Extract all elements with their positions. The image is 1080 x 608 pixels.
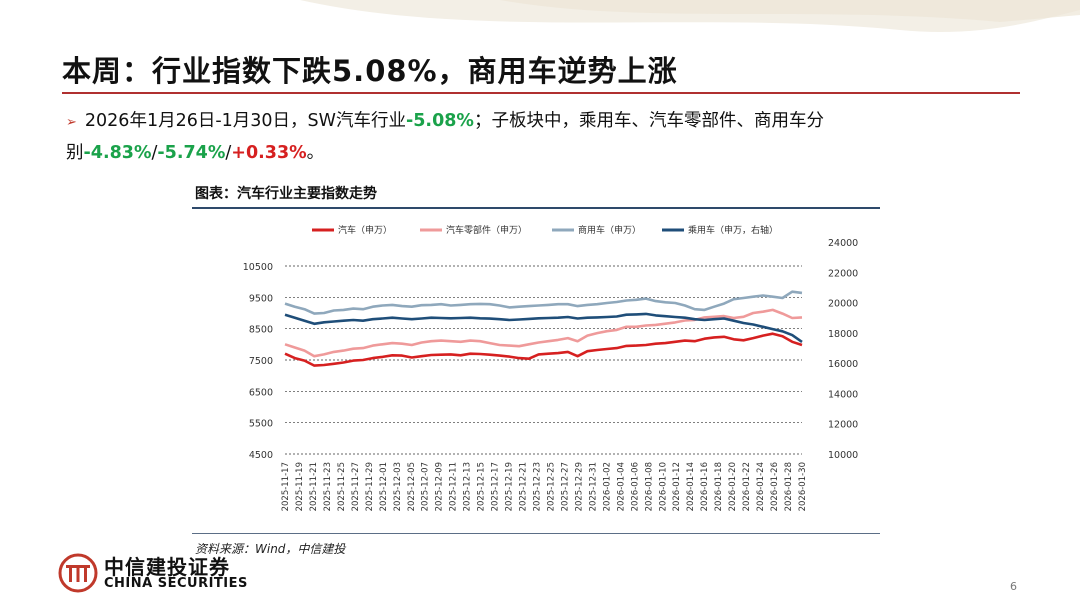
chart-bottom-rule (192, 533, 880, 534)
x-tick-label: 2026-01-08 (644, 462, 654, 511)
passenger-car-change: -4.83% (83, 143, 152, 163)
y2-tick-label: 22000 (828, 268, 858, 279)
x-tick-label: 2026-01-26 (770, 462, 780, 511)
legend-label: 乘用车（申万，右轴） (688, 224, 778, 236)
y-tick-label: 10500 (243, 262, 273, 273)
y-tick-label: 6500 (249, 387, 273, 398)
x-tick-label: 2025-12-11 (449, 462, 459, 511)
series-line (284, 312, 803, 343)
x-tick-label: 2025-12-31 (588, 462, 598, 511)
y-tick-label: 9500 (249, 293, 273, 304)
x-tick-label: 2025-12-27 (560, 462, 570, 511)
y-tick-label: 7500 (249, 356, 273, 367)
x-tick-label: 2025-11-29 (365, 462, 375, 511)
x-tick-label: 2025-12-19 (505, 462, 515, 511)
x-tick-label: 2025-12-03 (393, 462, 403, 511)
y2-tick-label: 12000 (828, 420, 858, 431)
x-tick-label: 2026-01-16 (700, 462, 710, 511)
x-tick-label: 2025-12-17 (491, 462, 501, 511)
x-tick-label: 2025-12-23 (533, 462, 543, 511)
y-tick-label: 8500 (249, 325, 273, 336)
x-tick-label: 2025-11-23 (323, 462, 333, 511)
x-tick-label: 2025-12-05 (407, 462, 417, 511)
x-tick-label: 2026-01-30 (798, 462, 808, 511)
x-tick-label: 2025-12-07 (421, 462, 431, 511)
x-tick-label: 2025-12-25 (546, 462, 556, 511)
index-trend-chart: 4500 5500 6500 7500 8500 9500 10500 10000 12000 1… (243, 224, 858, 511)
x-tick-label: 2026-01-18 (714, 462, 724, 511)
x-tick-label: 2026-01-20 (728, 462, 738, 511)
source-note: 资料来源：Wind，中信建投 (195, 542, 346, 556)
legend-label: 汽车（申万） (338, 224, 392, 236)
x-tick-label: 2025-12-13 (463, 462, 473, 511)
legend-label: 商用车（申万） (578, 224, 641, 236)
header-decoration (300, 0, 1080, 32)
bullet-end: 。 (306, 143, 325, 163)
series-line (284, 308, 803, 358)
bullet-arrow-icon: ➢ (66, 115, 77, 130)
logo-english: CHINA SECURITIES (104, 576, 248, 591)
x-tick-label: 2025-11-17 (281, 462, 291, 511)
x-tick-label: 2025-11-25 (337, 462, 347, 511)
x-tick-label: 2025-11-27 (351, 462, 361, 511)
x-tick-label: 2026-01-28 (784, 462, 794, 511)
summary-bullet: ➢ 2026年1月26日-1月30日，SW汽车行业-5.08%；子板块中，乘用车、… (66, 106, 1016, 168)
y2-tick-label: 10000 (828, 450, 858, 461)
series-line (284, 332, 803, 367)
y2-tick-label: 14000 (828, 389, 858, 400)
legend-label: 汽车零部件（申万） (446, 224, 527, 236)
x-tick-label: 2025-11-21 (309, 462, 319, 511)
bullet-text-1: 2026年1月26日-1月30日，SW汽车行业 (84, 111, 406, 131)
x-tick-label: 2025-12-21 (519, 462, 529, 511)
chart-caption: 图表：汽车行业主要指数走势 (195, 186, 377, 202)
x-tick-label: 2025-12-01 (379, 462, 389, 511)
bullet-text-2: ；子板块中，乘用车、汽车零部件、商用车分别 (66, 111, 824, 163)
x-tick-label: 2026-01-10 (658, 462, 668, 511)
x-tick-label: 2025-11-19 (295, 462, 305, 511)
y-tick-label: 4500 (249, 450, 273, 461)
chart-top-rule (192, 207, 880, 209)
logo-chinese: 中信建投证券 (104, 555, 230, 579)
x-tick-label: 2026-01-12 (672, 462, 682, 511)
x-tick-label: 2025-12-29 (574, 462, 584, 511)
x-tick-label: 2025-12-09 (435, 462, 445, 511)
title-divider (62, 92, 1020, 94)
separator-2: / (225, 143, 232, 163)
x-tick-label: 2025-12-15 (477, 462, 487, 511)
y2-tick-label: 20000 (828, 299, 858, 310)
x-tick-label: 2026-01-04 (616, 462, 626, 511)
separator-1: / (151, 143, 158, 163)
x-tick-label: 2026-01-14 (686, 462, 696, 511)
y2-tick-label: 24000 (828, 238, 858, 249)
page-title: 本周：行业指数下跌5.08%，商用车逆势上涨 (62, 54, 678, 88)
auto-parts-change: -5.74% (157, 143, 226, 163)
x-tick-label: 2026-01-06 (630, 462, 640, 511)
x-tick-label: 2026-01-02 (602, 462, 612, 511)
x-tick-label: 2026-01-22 (742, 462, 752, 511)
page-number: 6 (1010, 580, 1017, 593)
y2-tick-label: 18000 (828, 329, 858, 340)
company-logo-icon (58, 553, 98, 593)
x-tick-label: 2026-01-24 (756, 462, 766, 511)
commercial-vehicle-change: +0.33% (231, 143, 307, 163)
industry-change: -5.08% (405, 111, 474, 131)
series-line (284, 290, 803, 315)
y-tick-label: 5500 (249, 419, 273, 430)
y2-tick-label: 16000 (828, 359, 858, 370)
